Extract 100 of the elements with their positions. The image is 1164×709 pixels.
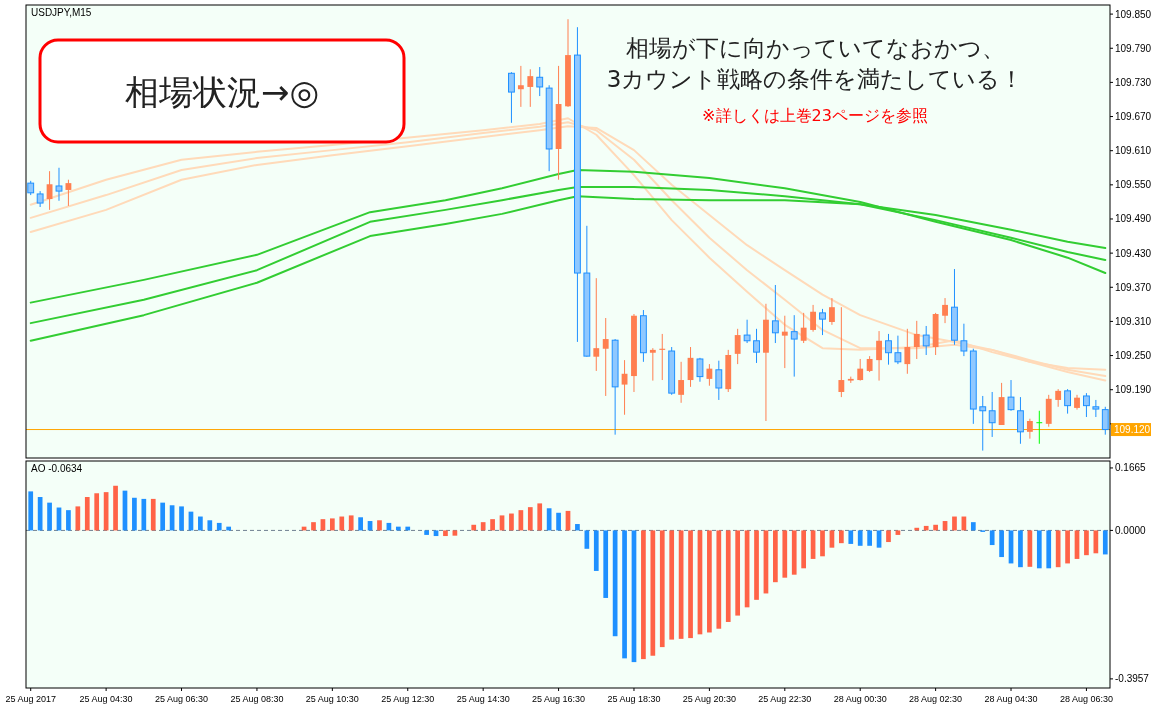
bar [556, 512, 561, 531]
bar [546, 508, 552, 531]
y-tick-label: 109.850 [1115, 8, 1152, 20]
candlestick [857, 358, 864, 382]
y-tick-label: 109.610 [1115, 145, 1152, 157]
bar [179, 506, 184, 531]
bar [669, 530, 675, 640]
x-tick-label: 28 Aug 06:30 [1059, 694, 1113, 704]
y-tick-label: 109.550 [1115, 179, 1152, 191]
bar [160, 502, 166, 531]
bar [141, 498, 147, 531]
candlestick [753, 328, 760, 364]
bar [659, 530, 665, 648]
candlestick [649, 347, 656, 382]
y-tick-label: 0.1665 [1115, 462, 1147, 474]
bar [150, 498, 156, 531]
candlestick [790, 314, 798, 378]
candlestick [65, 179, 72, 207]
y-tick-label: 109.730 [1115, 76, 1152, 88]
bar [867, 530, 872, 546]
bar [989, 530, 995, 546]
bar [216, 522, 222, 531]
bar [509, 513, 514, 531]
bar [84, 497, 90, 531]
y-tick-label: 0.0000 [1115, 524, 1147, 536]
bar [839, 530, 844, 544]
bar [1084, 530, 1089, 556]
bar [28, 491, 34, 531]
y-tick-label: 109.490 [1115, 213, 1152, 225]
candlestick [517, 65, 524, 108]
candlestick [800, 312, 807, 344]
bar [848, 530, 854, 544]
candlestick [1092, 399, 1100, 418]
y-tick-label: 109.670 [1115, 111, 1152, 123]
bar [895, 530, 901, 535]
bar [1018, 530, 1023, 568]
bar [1036, 530, 1042, 569]
x-tick-label: 25 Aug 18:30 [607, 694, 661, 704]
bar [66, 510, 71, 531]
bar [527, 507, 533, 531]
candlestick [527, 68, 534, 108]
y-tick-label: 109.430 [1115, 247, 1152, 259]
bar [575, 524, 580, 531]
candlestick [55, 167, 63, 202]
annotation: 相場状況→◎ [124, 72, 320, 112]
y-tick-label: -0.3957 [1115, 673, 1150, 685]
candlestick [1035, 410, 1043, 445]
bar [857, 530, 863, 546]
bar [329, 518, 335, 531]
bar [452, 530, 458, 536]
x-tick-label: 25 Aug 14:30 [456, 694, 510, 704]
candlestick [734, 328, 741, 365]
candlestick [810, 304, 816, 333]
ref-line-label: 109.120 [1114, 424, 1151, 436]
chart-title: AO -0.0634 [31, 463, 83, 474]
candlestick [942, 297, 948, 324]
bar [791, 530, 797, 575]
annotation: 相場が下に向かっていてなおかつ、 3カウント戦略の条件を満たしている！ [606, 35, 1024, 92]
bar [886, 530, 891, 543]
x-tick-label: 25 Aug 2017 [5, 694, 56, 704]
bar [377, 520, 382, 531]
bar [490, 519, 495, 531]
x-tick-label: 28 Aug 04:30 [984, 694, 1038, 704]
y-tick-label: 109.310 [1115, 315, 1152, 327]
x-tick-label: 25 Aug 20:30 [682, 694, 736, 704]
candlestick [593, 277, 600, 372]
bar [424, 530, 429, 535]
candlestick [904, 328, 911, 375]
bar [198, 516, 203, 531]
bar [480, 522, 486, 531]
bar [650, 530, 656, 656]
y-tick-label: 109.190 [1115, 384, 1152, 396]
bar [622, 530, 627, 659]
bar [94, 493, 100, 531]
bar [923, 525, 929, 531]
candlestick [536, 66, 544, 97]
candlestick [979, 395, 987, 452]
bar [999, 530, 1004, 558]
candlestick [1026, 418, 1033, 440]
bar [754, 530, 759, 600]
candlestick [988, 391, 996, 438]
x-tick-label: 25 Aug 08:30 [230, 694, 284, 704]
candlestick [1083, 392, 1090, 418]
x-tick-label: 28 Aug 00:30 [833, 694, 887, 704]
bar [970, 522, 976, 531]
bar [820, 530, 825, 557]
bar [707, 530, 712, 633]
y-tick-label: 109.250 [1115, 350, 1152, 362]
candlestick [876, 330, 882, 382]
bar [358, 517, 363, 531]
candlestick [819, 308, 826, 336]
bar [537, 503, 543, 531]
bar [782, 530, 788, 578]
y-tick-label: 109.790 [1115, 42, 1152, 54]
bar [603, 530, 609, 598]
bar [716, 530, 722, 629]
bar [933, 524, 938, 531]
candlestick [1007, 379, 1015, 412]
bar [584, 530, 590, 549]
candlestick [715, 360, 723, 401]
